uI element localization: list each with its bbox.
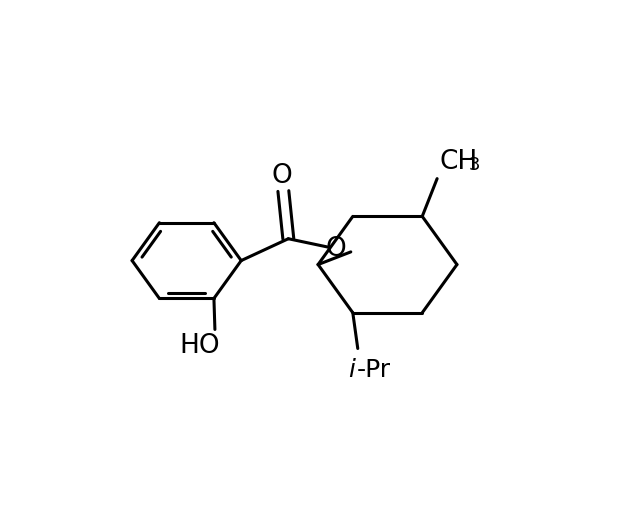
Text: i: i <box>348 359 355 382</box>
Text: HO: HO <box>180 333 220 359</box>
Text: O: O <box>271 163 292 189</box>
Text: O: O <box>325 236 346 262</box>
Text: 3: 3 <box>469 156 481 174</box>
Text: -Pr: -Pr <box>356 359 390 382</box>
Text: CH: CH <box>440 149 478 175</box>
